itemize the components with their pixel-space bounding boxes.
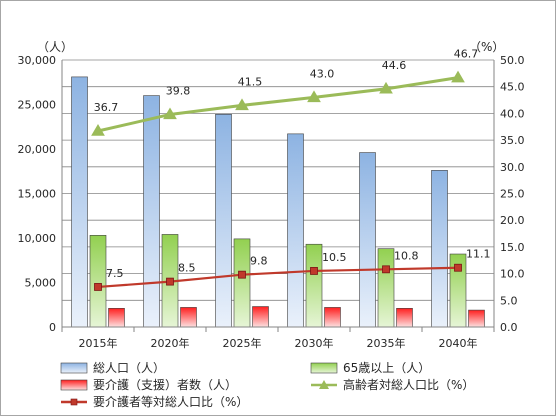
bar-care-recipients <box>108 308 125 328</box>
data-label-care-ratio: 10.5 <box>322 251 347 264</box>
bar-age-65-plus <box>233 238 251 328</box>
data-label-elderly-ratio: 43.0 <box>310 67 335 80</box>
bar-age-65-plus <box>305 243 323 328</box>
bar-total-population <box>431 170 448 328</box>
data-label-care-ratio: 11.1 <box>466 248 491 261</box>
data-label-elderly-ratio: 36.7 <box>94 101 119 114</box>
left-axis-tick-label: 10,000 <box>18 232 57 245</box>
data-labels: 36.7 39.8 41.5 43.0 44.6 46.7 7.5 8.5 9.8 10.5 10.… <box>94 48 491 280</box>
data-label-elderly-ratio: 46.7 <box>454 48 479 61</box>
gridlines <box>62 59 494 328</box>
data-label-elderly-ratio: 41.5 <box>238 75 263 88</box>
bars <box>71 76 485 328</box>
left-axis-unit: （人） <box>37 40 73 54</box>
x-axis-tick-label: 2020年 <box>151 336 190 350</box>
right-axis-tick-label: 50.0 <box>500 54 525 67</box>
legend-care-recipients-label: 要介護（支援）者数（人） <box>93 377 237 392</box>
bar-total-population <box>71 76 88 328</box>
x-axis-tick-label: 2015年 <box>79 336 118 350</box>
right-axis-tick-label: 0.0 <box>500 321 518 334</box>
right-axis-tick-label: 25.0 <box>500 188 525 201</box>
right-axis-tick-label: 35.0 <box>500 134 525 147</box>
left-axis-tick-label: 30,000 <box>18 54 57 67</box>
legend-total-population-label: 総人口（人） <box>93 361 165 375</box>
legend-elderly-ratio-swatch-marker <box>319 380 329 389</box>
right-axis-tick-label: 10.0 <box>500 268 525 281</box>
right-axis-tick-label: 30.0 <box>500 161 525 174</box>
marker-care-ratio <box>166 277 174 286</box>
axes: 0 5,000 10,000 15,000 20,000 25,000 30,000 0.0 5… <box>18 40 525 350</box>
bar-care-recipients <box>252 306 269 328</box>
lines <box>91 70 465 291</box>
marker-care-ratio <box>238 270 246 279</box>
left-axis-tick-label: 0 <box>49 321 56 334</box>
right-axis-tick-label: 40.0 <box>500 107 525 120</box>
bar-total-population <box>215 113 232 328</box>
x-axis-tick-label: 2030年 <box>295 336 334 350</box>
bar-age-65-plus <box>89 235 107 328</box>
x-axis-tick-label: 2025年 <box>223 336 262 350</box>
legend-total-population-swatch <box>60 362 88 374</box>
x-axis-tick-label: 2035年 <box>367 336 406 350</box>
line-care-ratio <box>97 266 459 289</box>
legend-age-65-plus-label: 65歳以上（人） <box>343 361 430 375</box>
legend-care-ratio-label: 要介護者等対総人口比（%） <box>93 394 248 409</box>
line-elderly-ratio <box>97 76 459 133</box>
data-label-care-ratio: 9.8 <box>250 255 268 268</box>
right-axis-tick-label: 15.0 <box>500 241 525 254</box>
marker-elderly-ratio <box>307 90 321 103</box>
bar-total-population <box>359 152 376 328</box>
right-axis-tick-label: 45.0 <box>500 81 525 94</box>
bar-care-recipients <box>396 308 413 328</box>
left-axis-tick-label: 25,000 <box>18 99 57 112</box>
marker-care-ratio <box>94 283 102 291</box>
bar-care-recipients <box>468 309 485 328</box>
legend: 総人口（人） 65歳以上（人） 要介護（支援）者数（人） 高齢者対総人口比（%） 要介護… <box>60 361 474 409</box>
left-axis-tick-label: 5,000 <box>25 277 57 290</box>
data-label-care-ratio: 10.8 <box>394 249 419 262</box>
left-axis-tick-label: 20,000 <box>18 143 57 156</box>
right-axis-tick-label: 5.0 <box>500 294 518 307</box>
bar-care-recipients <box>324 307 341 328</box>
left-axis-tick-label: 15,000 <box>18 188 57 201</box>
data-label-care-ratio: 7.5 <box>106 267 124 280</box>
data-label-care-ratio: 8.5 <box>178 262 196 275</box>
bar-total-population <box>143 95 160 328</box>
marker-elderly-ratio <box>235 98 249 111</box>
bar-total-population <box>287 133 304 328</box>
legend-care-recipients-swatch <box>60 379 88 391</box>
marker-elderly-ratio <box>379 81 393 94</box>
right-axis-tick-label: 20.0 <box>500 214 525 227</box>
marker-care-ratio <box>382 265 390 274</box>
bar-age-65-plus <box>377 248 395 328</box>
data-label-elderly-ratio: 39.8 <box>166 84 191 97</box>
right-axis-unit: （%） <box>469 40 504 54</box>
legend-care-ratio-swatch-marker <box>70 398 78 406</box>
legend-elderly-ratio-label: 高齢者対総人口比（%） <box>343 377 474 392</box>
marker-care-ratio <box>310 267 318 275</box>
marker-elderly-ratio <box>451 70 465 83</box>
marker-care-ratio <box>454 263 462 272</box>
bar-care-recipients <box>180 307 197 328</box>
legend-age-65-plus-swatch <box>310 362 338 374</box>
x-axis-tick-label: 2040年 <box>439 336 478 350</box>
marker-elderly-ratio <box>163 107 177 120</box>
data-label-elderly-ratio: 44.6 <box>382 59 407 72</box>
marker-elderly-ratio <box>91 124 105 136</box>
